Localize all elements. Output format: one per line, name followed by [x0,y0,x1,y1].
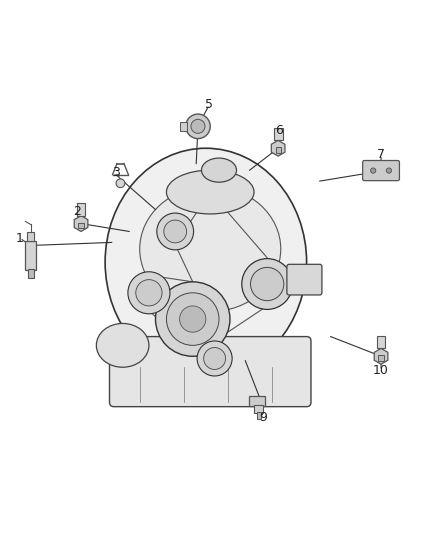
Bar [28,269,34,278]
Bar [78,223,84,228]
Text: 9: 9 [259,411,267,424]
Text: 6: 6 [276,124,283,137]
Circle shape [116,179,125,188]
FancyBboxPatch shape [287,264,322,295]
Circle shape [204,348,226,369]
Circle shape [166,293,219,345]
Circle shape [128,272,170,314]
Text: 1: 1 [16,231,24,245]
FancyBboxPatch shape [363,160,399,181]
Polygon shape [271,140,285,156]
Ellipse shape [166,170,254,214]
Bar [254,405,263,413]
Circle shape [251,268,284,301]
Bar [249,396,265,406]
Circle shape [136,280,162,306]
Bar [27,232,34,241]
Circle shape [157,213,194,250]
Circle shape [186,114,210,139]
Circle shape [371,168,376,173]
Circle shape [191,119,205,133]
Circle shape [155,282,230,356]
Bar [276,147,281,152]
Circle shape [197,341,232,376]
Bar [25,241,36,270]
Circle shape [242,259,293,310]
Text: 10: 10 [373,364,389,377]
Polygon shape [374,349,388,364]
Ellipse shape [96,324,149,367]
Ellipse shape [105,148,307,376]
Text: 3: 3 [112,166,120,179]
Text: 2: 2 [73,205,81,218]
Ellipse shape [140,187,281,312]
Bar [77,204,85,216]
Bar [378,356,384,361]
Ellipse shape [201,158,237,182]
Circle shape [180,306,206,332]
Text: 5: 5 [205,98,213,111]
Bar [257,412,261,419]
FancyBboxPatch shape [110,336,311,407]
Bar [180,122,187,131]
Circle shape [164,220,187,243]
Bar [274,128,283,140]
Circle shape [386,168,392,173]
Polygon shape [74,216,88,231]
Bar [377,336,385,349]
Text: 7: 7 [377,148,385,161]
